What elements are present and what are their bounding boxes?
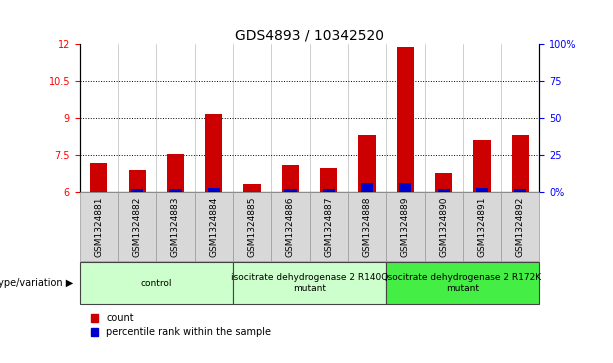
Bar [282,165,299,192]
Bar [514,189,527,192]
Bar [463,192,501,261]
Text: GSM1324887: GSM1324887 [324,197,333,257]
Bar [208,188,220,192]
Bar [438,189,450,192]
Text: isocitrate dehydrogenase 2 R140Q
mutant: isocitrate dehydrogenase 2 R140Q mutant [231,273,388,293]
Bar [233,192,271,261]
Bar [435,172,452,192]
Text: GSM1324883: GSM1324883 [171,197,180,257]
Text: GSM1324882: GSM1324882 [132,197,142,257]
Bar [397,47,414,192]
Text: genotype/variation ▶: genotype/variation ▶ [0,278,74,288]
Bar [195,192,233,261]
Bar [80,192,118,261]
Bar [348,192,386,261]
Bar [322,189,335,192]
Bar [473,140,490,192]
Text: GSM1324892: GSM1324892 [516,197,525,257]
Bar [512,135,529,192]
Bar [80,262,233,304]
Text: GSM1324890: GSM1324890 [439,197,448,257]
Bar [424,192,463,261]
Bar [90,163,107,192]
Bar [284,189,297,192]
Text: isocitrate dehydrogenase 2 R172K
mutant: isocitrate dehydrogenase 2 R172K mutant [385,273,541,293]
Bar [129,170,146,192]
Bar [501,192,539,261]
Bar [399,183,411,192]
Text: GSM1324885: GSM1324885 [248,197,257,257]
Bar [233,262,386,304]
Text: GSM1324884: GSM1324884 [209,197,218,257]
Text: GSM1324881: GSM1324881 [94,197,104,257]
Bar [169,189,181,192]
Bar [359,135,376,192]
Bar [156,192,195,261]
Title: GDS4893 / 10342520: GDS4893 / 10342520 [235,28,384,42]
Bar [205,114,223,192]
Bar [118,192,156,261]
Bar [386,262,539,304]
Bar [310,192,348,261]
Legend: count, percentile rank within the sample: count, percentile rank within the sample [91,313,271,337]
Text: GSM1324891: GSM1324891 [478,197,487,257]
Bar [361,183,373,192]
Text: control: control [140,279,172,287]
Bar [243,184,261,192]
Text: GSM1324886: GSM1324886 [286,197,295,257]
Bar [131,189,143,192]
Bar [271,192,310,261]
Text: GSM1324889: GSM1324889 [401,197,410,257]
Bar [386,192,424,261]
Bar [476,188,488,192]
Text: GSM1324888: GSM1324888 [362,197,371,257]
Bar [167,154,184,192]
Bar [320,168,337,192]
